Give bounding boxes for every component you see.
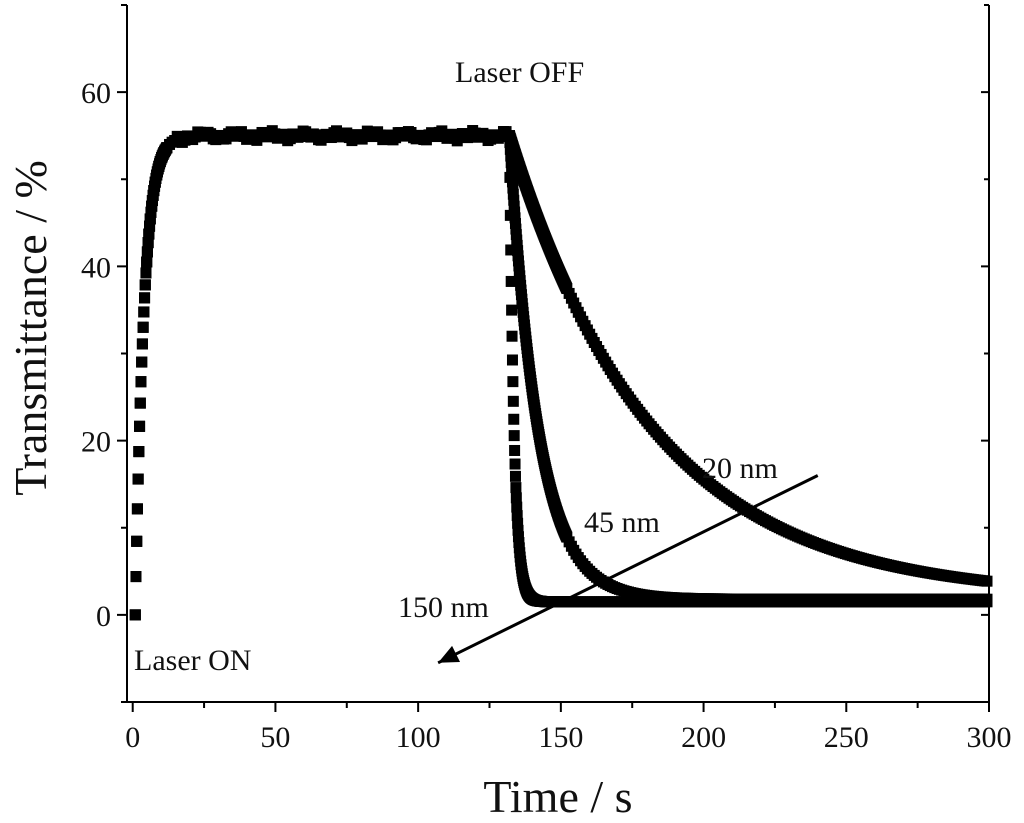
data-point (507, 376, 519, 388)
data-point (508, 200, 520, 212)
data-point (139, 292, 151, 304)
x-tick-label: 200 (681, 721, 726, 754)
data-point (507, 182, 519, 194)
data-point (131, 535, 143, 547)
y-tick-label: 40 (81, 251, 111, 284)
x-tick-label: 0 (125, 721, 140, 754)
y-axis-title: Transmittance / % (5, 160, 56, 496)
x-tick-label: 300 (967, 721, 1012, 754)
data-point (507, 395, 519, 407)
data-point (508, 430, 520, 442)
data-point (510, 482, 522, 494)
series-20nm (129, 125, 993, 621)
series-150nm (129, 130, 993, 621)
data-point (506, 163, 518, 175)
data-point (506, 304, 518, 316)
y-tick-label: 60 (81, 77, 111, 110)
data-point (144, 220, 156, 232)
data-point (504, 143, 516, 155)
data-point (503, 130, 515, 142)
data-point (981, 575, 993, 587)
label-45nm: 45 nm (584, 506, 660, 539)
data-point (509, 444, 521, 456)
laser-on-label: Laser ON (134, 644, 251, 677)
data-point (509, 217, 521, 229)
y-tick-label: 0 (96, 600, 111, 633)
data-point (146, 200, 158, 212)
laser-off-label: Laser OFF (455, 56, 584, 89)
data-point (140, 267, 152, 279)
data-point (504, 209, 516, 221)
data-point (506, 354, 518, 366)
data-point (511, 510, 523, 522)
data-point (131, 503, 143, 515)
x-axis-title: Time / s (483, 771, 632, 822)
y-tick-label: 20 (81, 426, 111, 459)
data-point (511, 501, 523, 513)
data-point (510, 223, 522, 235)
data-point (509, 458, 521, 470)
x-tick-label: 250 (824, 721, 869, 754)
data-point (141, 256, 153, 268)
data-point (981, 596, 993, 608)
data-point (510, 492, 522, 504)
data-point (504, 171, 516, 183)
data-point (132, 473, 144, 485)
data-point (137, 321, 149, 333)
data-point (145, 206, 157, 218)
data-point (130, 571, 142, 583)
data-point (509, 470, 521, 482)
data-point (141, 246, 153, 258)
data-point (135, 376, 147, 388)
data-point (505, 244, 517, 256)
data-point (144, 213, 156, 225)
data-point (134, 420, 146, 432)
data-point (504, 137, 516, 149)
x-tick-label: 100 (396, 721, 441, 754)
series-45nm (129, 130, 993, 621)
data-point (505, 157, 517, 169)
data-point (507, 188, 519, 200)
x-tick-label: 150 (538, 721, 583, 754)
data-point (506, 330, 518, 342)
data-point (161, 142, 173, 154)
data-point (143, 228, 155, 240)
trend-arrow-line (437, 474, 819, 665)
label-150nm: 150 nm (398, 591, 489, 624)
data-point (508, 194, 520, 206)
data-point (136, 338, 148, 350)
trend-arrow-head (438, 645, 461, 663)
data-point (129, 609, 141, 621)
data-point (138, 306, 150, 318)
data-point (508, 413, 520, 425)
label-20nm: 20 nm (702, 452, 778, 485)
data-point (512, 517, 524, 529)
x-tick-label: 50 (260, 721, 290, 754)
data-points (129, 125, 993, 621)
data-point (136, 356, 148, 368)
axes: 0 50 100 150 200 250 300 0 20 40 60 (81, 4, 1012, 754)
data-point (134, 397, 146, 409)
annotations: Laser OFF Laser ON 20 nm 45 nm 150 nm (134, 56, 819, 677)
data-point (142, 237, 154, 249)
data-point (133, 446, 145, 458)
data-point (505, 150, 517, 162)
data-point (139, 279, 151, 291)
data-point (512, 531, 524, 543)
data-point (512, 524, 524, 536)
data-point (505, 275, 517, 287)
